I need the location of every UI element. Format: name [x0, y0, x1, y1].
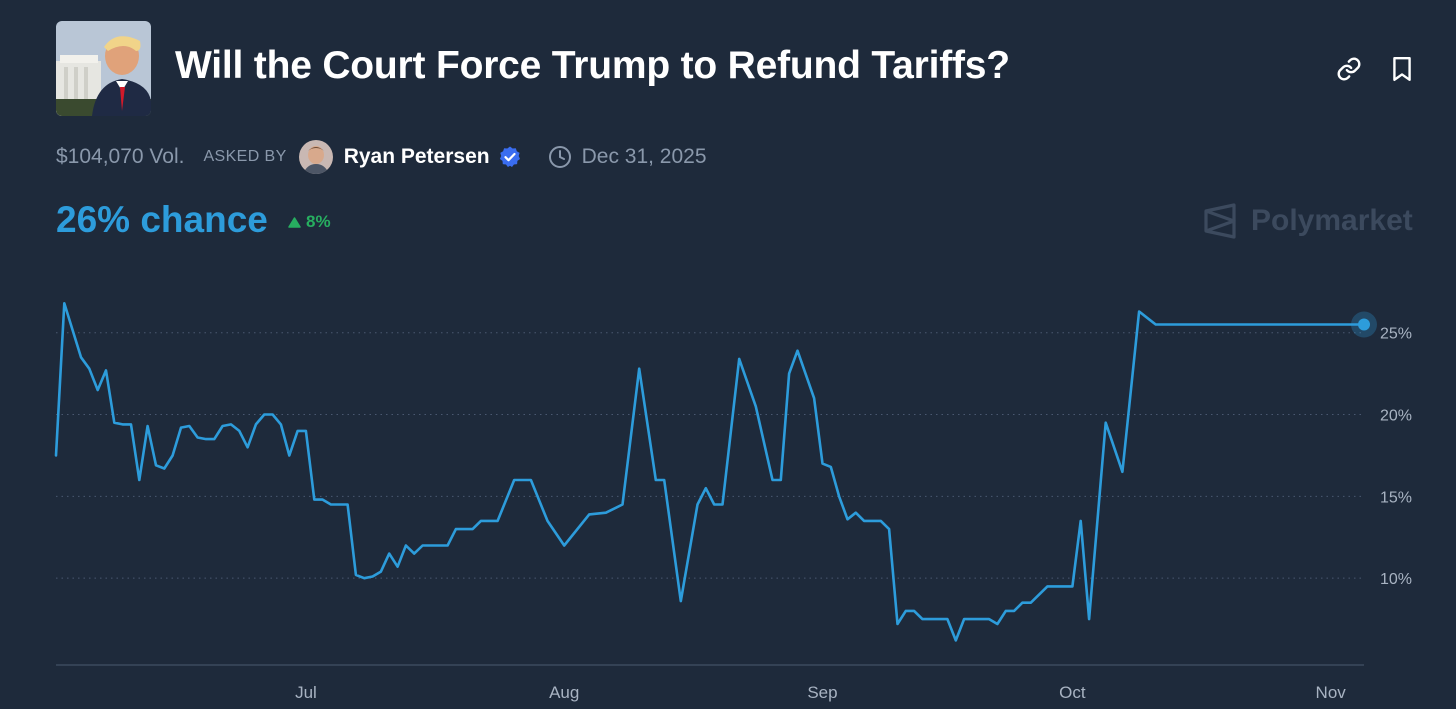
- brand-name: Polymarket: [1251, 204, 1413, 237]
- volume: $104,070 Vol.: [56, 145, 185, 168]
- market-meta: $104,070 Vol. ASKED BY Ryan Petersen Dec…: [56, 140, 707, 174]
- copy-link-button[interactable]: [1334, 54, 1364, 84]
- y-tick-label: 20%: [1380, 408, 1412, 425]
- x-tick-label: Aug: [549, 683, 579, 702]
- page-title: Will the Court Force Trump to Refund Tar…: [175, 44, 1010, 87]
- link-icon: [1337, 57, 1361, 81]
- y-tick-label: 15%: [1380, 489, 1412, 506]
- x-tick-label: Jul: [295, 683, 317, 702]
- x-tick-label: Sep: [807, 683, 837, 702]
- clock-icon: [548, 145, 572, 169]
- x-tick-label: Oct: [1059, 683, 1086, 702]
- current-value-dot[interactable]: [1358, 318, 1370, 331]
- asked-by-label: ASKED BY: [203, 148, 287, 165]
- verified-badge-icon: [498, 145, 522, 169]
- change-value: 8%: [306, 212, 331, 231]
- author-name[interactable]: Ryan Petersen: [343, 145, 490, 168]
- y-tick-label: 25%: [1380, 326, 1412, 343]
- end-date: Dec 31, 2025: [581, 145, 707, 168]
- brand-watermark: Polymarket: [1203, 203, 1413, 239]
- market-thumbnail: [56, 21, 151, 116]
- change-badge: 8%: [288, 212, 331, 232]
- bookmark-icon: [1393, 56, 1411, 82]
- triangle-up-icon: [288, 216, 301, 228]
- chance-value: 26% chance: [56, 199, 268, 240]
- polymarket-logo-icon: [1204, 203, 1236, 239]
- bookmark-button[interactable]: [1387, 54, 1417, 84]
- avatar[interactable]: [298, 140, 333, 174]
- y-tick-label: 10%: [1380, 571, 1412, 588]
- x-tick-label: Nov: [1316, 683, 1347, 702]
- chance-line: [54, 302, 1366, 642]
